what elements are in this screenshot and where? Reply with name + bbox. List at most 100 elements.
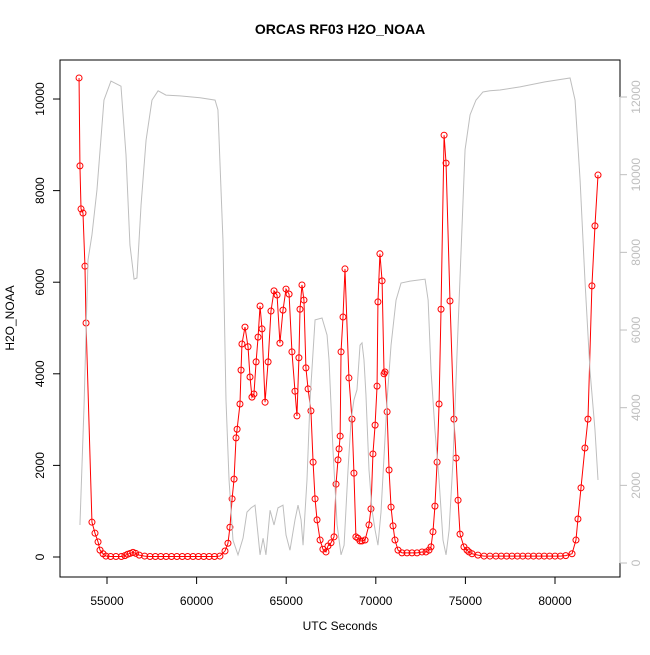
y-tick-label: 2000 — [33, 452, 47, 479]
data-point — [102, 552, 110, 560]
x-axis-label: UTC Seconds — [303, 619, 378, 633]
x-tick-label: 70000 — [359, 594, 393, 608]
data-point — [367, 505, 375, 513]
data-point — [535, 552, 543, 560]
data-point — [322, 548, 330, 556]
data-point — [431, 502, 439, 510]
data-point — [381, 368, 389, 376]
data-point — [387, 503, 395, 511]
data-point — [352, 533, 360, 541]
y-tick-label: 0 — [33, 553, 47, 560]
data-point — [273, 291, 281, 299]
data-point — [230, 475, 238, 483]
data-point — [194, 553, 202, 561]
data-point — [361, 536, 369, 544]
data-point — [295, 354, 303, 362]
data-point — [141, 552, 149, 560]
data-point — [330, 533, 338, 541]
data-point — [581, 444, 589, 452]
data-point — [146, 553, 154, 561]
data-point — [311, 495, 319, 503]
data-point — [334, 456, 342, 464]
data-point — [336, 432, 344, 440]
data-point — [132, 549, 140, 557]
chart-title: ORCAS RF03 H2O_NOAA — [255, 21, 425, 37]
data-point — [591, 222, 599, 230]
data-point — [339, 313, 347, 321]
data-point — [327, 539, 335, 547]
data-point — [540, 552, 548, 560]
y-axis-label: H2O_NOAA — [3, 285, 17, 350]
data-point — [588, 282, 596, 290]
data-point — [75, 74, 83, 82]
data-point — [332, 480, 340, 488]
data-point — [350, 469, 358, 477]
x-tick-label: 55000 — [90, 594, 124, 608]
data-point — [440, 131, 448, 139]
data-point — [254, 333, 262, 341]
data-point — [497, 552, 505, 560]
data-point — [546, 552, 554, 560]
y2-tick-label: 4000 — [629, 394, 643, 421]
data-point — [556, 552, 564, 560]
data-point — [584, 415, 592, 423]
data-point — [413, 549, 421, 557]
y2-tick-label: 10000 — [629, 158, 643, 192]
data-point — [427, 543, 435, 551]
data-point — [442, 159, 450, 167]
data-point — [345, 374, 353, 382]
data-point — [261, 398, 269, 406]
data-point — [378, 277, 386, 285]
data-point — [117, 553, 125, 561]
data-point — [233, 425, 241, 433]
data-point — [151, 553, 159, 561]
data-point — [296, 305, 304, 313]
data-point — [391, 536, 399, 544]
data-point — [241, 323, 249, 331]
data-point — [293, 412, 301, 420]
data-point — [519, 552, 527, 560]
x-tick-label: 65000 — [270, 594, 304, 608]
data-point — [437, 305, 445, 313]
data-point — [341, 265, 349, 273]
y2-tick-label: 8000 — [629, 239, 643, 266]
data-point — [369, 450, 377, 458]
data-point — [205, 553, 213, 561]
data-point — [226, 523, 234, 531]
y2-tick-label: 0 — [629, 559, 643, 566]
data-point — [408, 549, 416, 557]
data-point — [551, 552, 559, 560]
data-point — [376, 250, 384, 258]
data-point — [513, 552, 521, 560]
data-point — [168, 553, 176, 561]
data-point — [562, 552, 570, 560]
data-point — [173, 553, 181, 561]
data-point — [236, 400, 244, 408]
data-point — [291, 387, 299, 395]
data-point — [282, 285, 290, 293]
data-point — [238, 340, 246, 348]
data-point — [288, 348, 296, 356]
data-point — [568, 550, 576, 558]
data-point — [224, 539, 232, 547]
data-point — [79, 209, 87, 217]
data-point — [88, 518, 96, 526]
data-point — [250, 390, 258, 398]
y2-tick-label: 6000 — [629, 316, 643, 343]
data-point — [232, 434, 240, 442]
y-tick-label: 4000 — [33, 360, 47, 387]
data-point — [337, 348, 345, 356]
data-point — [267, 307, 275, 315]
data-point — [244, 343, 252, 351]
data-point — [211, 553, 219, 561]
data-point — [76, 162, 84, 170]
data-point — [450, 415, 458, 423]
data-point — [365, 521, 373, 529]
data-point — [184, 553, 192, 561]
data-point — [279, 306, 287, 314]
data-point — [178, 553, 186, 561]
data-point — [429, 528, 437, 536]
data-point — [112, 553, 120, 561]
